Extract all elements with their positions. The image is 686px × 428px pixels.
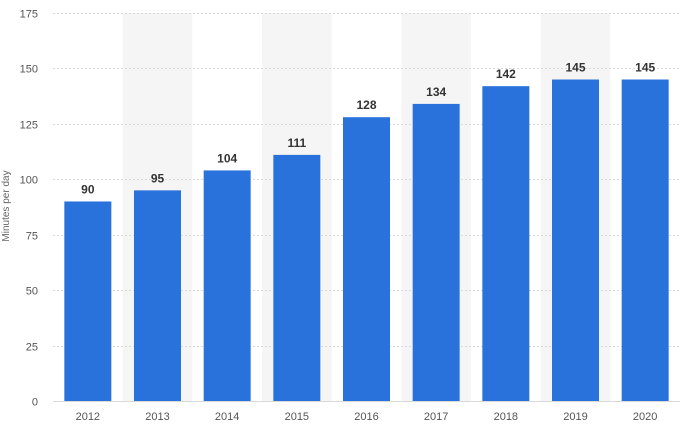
y-tick-label-75: 75 — [26, 231, 38, 243]
y-tick-label-50: 50 — [26, 286, 38, 298]
bar-2020 — [621, 79, 669, 401]
bar-2013 — [134, 190, 181, 401]
x-tick-label-2017: 2017 — [424, 411, 448, 423]
x-tick-label-2020: 2020 — [633, 411, 657, 423]
data-label-2013: 95 — [151, 171, 165, 185]
y-tick-label-175: 175 — [20, 9, 38, 21]
y-tick-label-100: 100 — [20, 175, 38, 187]
data-label-2019: 145 — [565, 61, 585, 75]
data-labels: 90 95 104 111 128 134 142 145 145 — [81, 61, 655, 197]
y-axis-title: Minutes per day — [1, 170, 12, 241]
bars — [64, 79, 669, 401]
x-axis-tick-labels: 2012 2013 2014 2015 2016 2017 2018 2019 2020 — [76, 411, 658, 423]
x-tick-label-2015: 2015 — [285, 411, 309, 423]
y-tick-label-150: 150 — [20, 64, 38, 76]
x-tick-label-2012: 2012 — [76, 411, 100, 423]
bar-2019 — [552, 79, 599, 401]
x-tick-label-2014: 2014 — [215, 411, 239, 423]
bar-2014 — [203, 170, 251, 401]
data-label-2012: 90 — [81, 182, 95, 196]
y-axis-tick-labels: 0 25 50 75 100 125 150 175 — [20, 9, 38, 409]
x-tick-label-2016: 2016 — [354, 411, 378, 423]
bar-2017 — [412, 103, 460, 401]
x-tick-label-2019: 2019 — [563, 411, 587, 423]
bar-2016 — [343, 117, 390, 401]
data-label-2014: 104 — [217, 151, 237, 165]
data-label-2015: 111 — [287, 136, 306, 150]
y-tick-label-25: 25 — [26, 342, 38, 354]
data-label-2018: 142 — [496, 67, 516, 81]
bar-2015 — [273, 154, 321, 401]
x-tick-label-2018: 2018 — [494, 411, 518, 423]
data-label-2020: 145 — [635, 61, 655, 75]
x-tick-label-2013: 2013 — [145, 411, 169, 423]
data-label-2017: 134 — [426, 85, 446, 99]
data-label-2016: 128 — [356, 98, 376, 112]
bar-2012 — [64, 201, 112, 401]
bar-2018 — [482, 86, 530, 401]
y-tick-label-125: 125 — [20, 120, 38, 132]
y-tick-label-0: 0 — [32, 397, 38, 409]
